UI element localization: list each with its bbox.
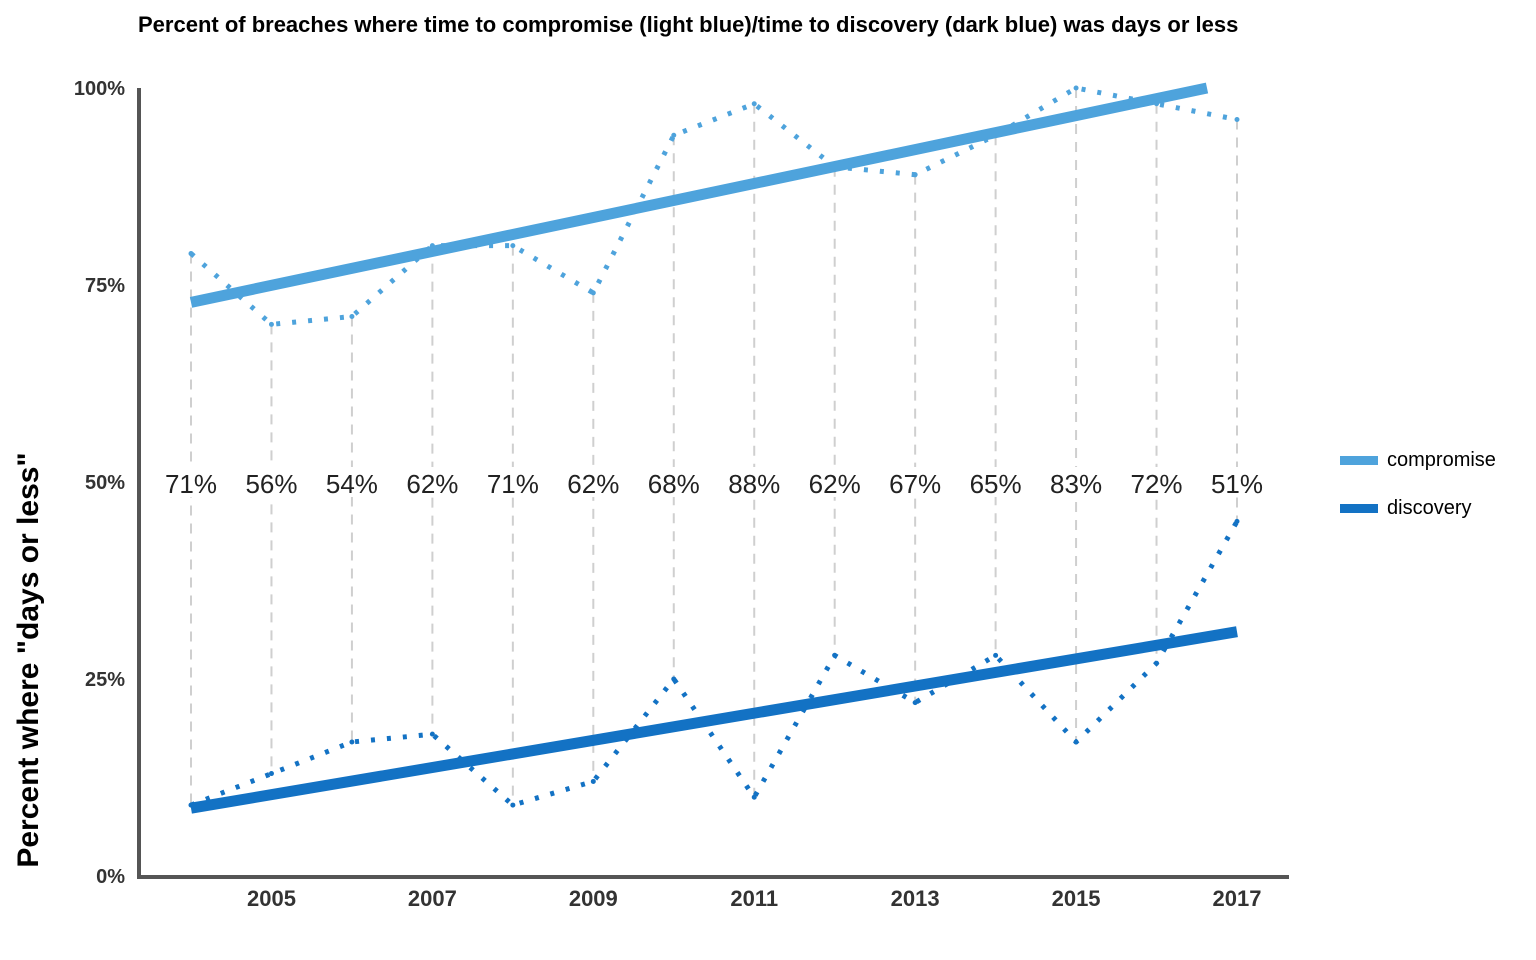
- data-point-discovery: [510, 802, 516, 808]
- gap-label-bg: [560, 467, 627, 497]
- legend-swatch-discovery: [1340, 503, 1378, 513]
- gap-label: 51%: [1211, 469, 1263, 499]
- x-tick-label: 2015: [1052, 886, 1101, 911]
- data-point-discovery: [349, 739, 355, 745]
- gap-label: 83%: [1050, 469, 1102, 499]
- data-point-compromise: [268, 321, 274, 327]
- data-point-discovery: [268, 771, 274, 777]
- gap-label: 56%: [245, 469, 297, 499]
- gap-label: 71%: [165, 469, 217, 499]
- gap-label: 62%: [406, 469, 458, 499]
- x-tick-label: 2011: [730, 886, 778, 911]
- y-tick-label: 0%: [96, 866, 125, 888]
- gap-label: 65%: [970, 469, 1022, 499]
- gap-label: 67%: [889, 469, 941, 499]
- gap-label-bg: [158, 467, 224, 497]
- chart-title: Percent of breaches where time to compro…: [138, 12, 1239, 37]
- trend-line-compromise: [189, 82, 1209, 308]
- legend-item-compromise: compromise: [1340, 448, 1496, 472]
- gap-label-bg: [882, 467, 949, 497]
- data-point-discovery: [1154, 660, 1160, 666]
- legend-label-compromise: compromise: [1387, 448, 1496, 471]
- gap-label: 71%: [487, 469, 539, 499]
- y-tick-label: 75%: [85, 275, 125, 297]
- data-point-compromise: [188, 250, 194, 256]
- data-point-compromise: [1073, 85, 1079, 91]
- gap-label: 54%: [326, 469, 378, 499]
- data-point-discovery: [429, 731, 435, 737]
- x-tick-label: 2005: [247, 886, 296, 911]
- gap-label-bg: [479, 467, 546, 497]
- x-tick-label: 2013: [891, 886, 940, 911]
- gap-label-bg: [721, 467, 788, 497]
- legend-label-discovery: discovery: [1387, 496, 1472, 519]
- trend-line-discovery: [190, 626, 1238, 814]
- data-point-discovery: [751, 794, 757, 800]
- axes: [137, 88, 1289, 879]
- data-point-compromise: [912, 172, 918, 178]
- data-point-compromise: [510, 243, 516, 249]
- data-point-discovery: [1234, 518, 1240, 524]
- gap-label-bg: [1204, 467, 1270, 497]
- data-point-discovery: [671, 676, 677, 682]
- gap-label: 68%: [648, 469, 700, 499]
- gap-label-bg: [238, 467, 305, 497]
- gap-label-bg: [399, 467, 466, 497]
- data-point-compromise: [590, 290, 596, 296]
- data-point-compromise: [751, 101, 757, 107]
- y-tick-label: 50%: [85, 472, 125, 494]
- y-tick-label: 25%: [85, 669, 125, 691]
- legend-item-discovery: discovery: [1340, 496, 1496, 520]
- legend: compromise discovery: [1340, 448, 1496, 544]
- gap-label-bg: [1043, 467, 1110, 497]
- series-lines: [188, 82, 1240, 814]
- gap-label-bg: [640, 467, 707, 497]
- gap-label: 62%: [809, 469, 861, 499]
- data-point-discovery: [590, 778, 596, 784]
- data-point-discovery: [832, 652, 838, 658]
- x-tick-label: 2009: [569, 886, 618, 911]
- dashed-connectors: [190, 88, 1238, 806]
- data-point-compromise: [1234, 117, 1240, 123]
- gap-label: 62%: [567, 469, 619, 499]
- legend-swatch-compromise: [1340, 455, 1378, 465]
- gap-label-bg: [801, 467, 868, 497]
- gap-label: 88%: [728, 469, 780, 499]
- gap-label-bg: [318, 467, 385, 497]
- series-line-compromise: [189, 85, 1238, 327]
- data-point-discovery: [1073, 739, 1079, 745]
- data-point-compromise: [671, 132, 677, 138]
- tick-and-data-labels: 0% 25% 50% 75% 100% 2005 2007 2009 2011 2013 2015 2…: [74, 78, 1270, 911]
- gap-label-bg: [1123, 467, 1190, 497]
- data-point-compromise: [349, 314, 355, 320]
- y-tick-label: 100%: [74, 78, 125, 100]
- data-point-discovery: [993, 652, 999, 658]
- x-tick-label: 2007: [408, 886, 457, 911]
- data-point-discovery: [912, 700, 918, 706]
- gap-label: 72%: [1131, 469, 1183, 499]
- y-axis-label: Percent where "days or less": [12, 452, 45, 867]
- x-tick-label: 2017: [1213, 886, 1262, 911]
- gap-label-bg: [962, 467, 1029, 497]
